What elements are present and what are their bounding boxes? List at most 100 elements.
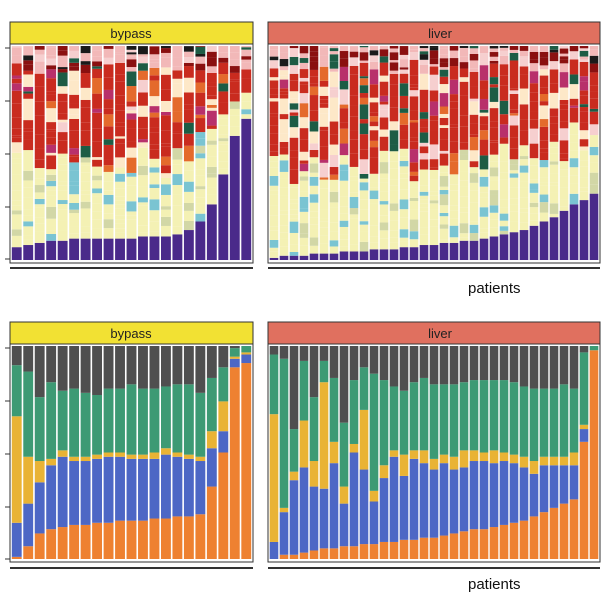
bar-segment-green [195, 392, 206, 457]
bar-segment [218, 91, 229, 103]
frame-top-right [267, 43, 601, 264]
bar-segment [289, 251, 299, 256]
bar-segment [80, 208, 91, 217]
bar-segment [489, 52, 499, 57]
bar-segment-base [489, 236, 499, 260]
bar-segment [499, 46, 509, 48]
bar-segment [195, 118, 206, 133]
bar-segment [329, 174, 339, 180]
bar-segment [409, 52, 419, 60]
bar-segment [449, 124, 459, 128]
bar-segment [449, 153, 459, 162]
bar-segment [569, 59, 579, 75]
bar-segment [579, 146, 589, 151]
bar-segment [309, 76, 319, 84]
bar-segment [489, 121, 499, 128]
bar-segment [289, 65, 299, 74]
bar-segment [399, 166, 409, 174]
bar-segment [289, 127, 299, 138]
bar-segment [46, 101, 57, 109]
bar-segment [195, 186, 206, 190]
bar-segment [329, 144, 339, 155]
bar-segment [11, 210, 22, 215]
bar-segment [80, 201, 91, 209]
bar-segment [299, 191, 309, 197]
bar-segment [449, 141, 459, 154]
bar-segment [509, 173, 519, 178]
bar-segment [218, 134, 229, 139]
bar-segment-gray [369, 346, 379, 374]
bar-segment [359, 209, 369, 222]
bar-segment [399, 95, 409, 109]
x-axis-label-bottom: patients [468, 576, 521, 593]
bar-segment [389, 73, 399, 85]
bar-segment-gray [138, 346, 148, 389]
bar-segment [479, 197, 489, 208]
bar-segment [57, 209, 68, 221]
bar-segment [160, 156, 171, 166]
bar-segment [299, 176, 309, 181]
bar-segment [149, 67, 160, 76]
bar-segment [439, 62, 449, 68]
bar-segment [469, 212, 479, 222]
bar-segment [299, 69, 309, 78]
bar-segment [149, 227, 160, 232]
bar-segment [429, 66, 439, 75]
bar-segment [172, 122, 183, 132]
bar-segment [509, 125, 519, 138]
bar-segment [279, 94, 289, 99]
bar-segment [80, 64, 91, 74]
bar-segment [138, 79, 148, 93]
bar-segment [379, 109, 389, 118]
bar-segment-gray [57, 346, 68, 391]
bar-segment-green [339, 422, 349, 487]
bar-segment [489, 142, 499, 155]
bar-segment [439, 106, 449, 114]
bar-segment [519, 104, 529, 120]
bar-segment [115, 208, 125, 216]
bar-segment [92, 228, 103, 239]
bar-segment [459, 77, 469, 82]
bar-segment [115, 188, 125, 197]
bar-segment [469, 48, 479, 54]
bar-segment [69, 74, 80, 81]
bar-segment [309, 69, 319, 77]
bar-segment [309, 149, 319, 158]
bar-segment [339, 128, 349, 144]
bar-segment-green [11, 365, 22, 417]
bar-segment [489, 212, 499, 220]
bar-segment [359, 123, 369, 135]
bar-segment-yellow [172, 452, 183, 457]
bar-segment [269, 88, 279, 95]
bar-segment-yellow [160, 448, 171, 455]
bar-segment [34, 178, 45, 186]
bar-segment [57, 113, 68, 120]
bar-segment [172, 226, 183, 235]
bar-segment [319, 209, 329, 219]
bar-segment [489, 77, 499, 85]
bar-segment [379, 222, 389, 231]
bar-segment [57, 67, 68, 70]
bar-segment [206, 110, 217, 126]
bar-segment [369, 97, 379, 103]
bar-segment-blue [183, 458, 194, 517]
bar-segment [409, 175, 419, 182]
bar-segment [329, 246, 339, 254]
bar-segment [269, 176, 279, 186]
bar-segment [69, 233, 80, 239]
bar-segment [103, 89, 114, 100]
frame-bottom-left [9, 343, 254, 563]
bar-segment [489, 87, 499, 102]
bar-segment [509, 148, 519, 160]
bar-segment-gray [11, 346, 22, 366]
bar-segment-base [299, 255, 309, 260]
bar-segment [579, 46, 589, 49]
bar-segment [183, 46, 194, 47]
bar-segment-blue [339, 503, 349, 547]
bar-segment-yellow [509, 454, 519, 464]
bar-segment [519, 145, 529, 157]
bar-segment [160, 100, 171, 112]
bar-segment [439, 153, 449, 166]
bar-segment [299, 163, 309, 172]
bar-segment-orange [499, 524, 509, 559]
